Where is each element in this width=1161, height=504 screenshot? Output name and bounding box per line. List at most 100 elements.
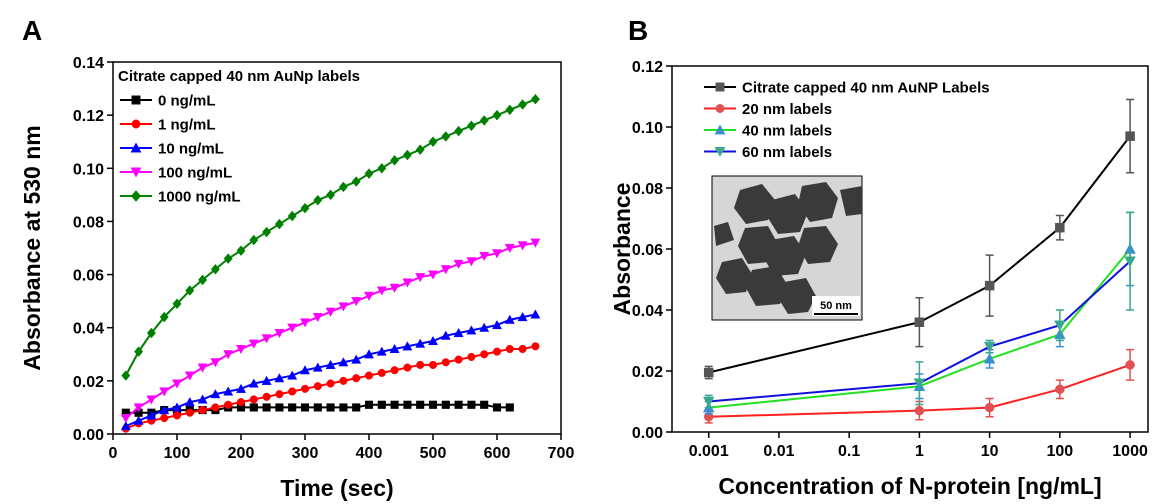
marker <box>211 403 220 412</box>
y-tick-label: 0.04 <box>73 321 104 338</box>
marker <box>210 358 221 368</box>
marker <box>479 322 490 332</box>
marker <box>492 403 502 412</box>
y-axis-title: Absorbance <box>609 183 635 316</box>
x-tick-label: 1 <box>915 443 924 460</box>
marker <box>223 253 233 264</box>
marker <box>364 400 374 409</box>
marker <box>702 396 715 408</box>
legend-marker <box>715 82 725 92</box>
marker <box>403 400 412 409</box>
marker <box>338 357 349 367</box>
marker <box>326 379 335 388</box>
marker <box>913 378 926 390</box>
marker <box>274 373 285 383</box>
y-tick-label: 0.02 <box>632 364 663 381</box>
y-tick-label: 0.06 <box>73 268 104 285</box>
marker <box>466 120 476 132</box>
marker <box>300 202 310 214</box>
marker <box>312 313 323 323</box>
marker <box>287 323 298 333</box>
x-tick-label: 500 <box>420 445 447 462</box>
marker <box>492 109 502 121</box>
legend-marker <box>714 124 726 135</box>
x-tick-label: 1000 <box>1112 443 1148 460</box>
marker <box>159 405 170 415</box>
marker <box>287 370 298 380</box>
y-tick-label: 0.12 <box>73 108 104 125</box>
marker <box>1125 360 1135 370</box>
marker <box>313 382 322 391</box>
legend-marker <box>130 167 142 178</box>
marker <box>428 335 438 346</box>
marker <box>261 375 272 385</box>
marker <box>364 371 374 380</box>
marker <box>480 400 489 409</box>
legend-marker <box>131 190 141 202</box>
marker <box>198 406 207 415</box>
marker <box>120 420 131 431</box>
marker <box>326 403 335 412</box>
y-tick-label: 0.00 <box>73 427 104 444</box>
marker <box>517 241 528 251</box>
legend-marker <box>130 142 142 153</box>
panel-label: B <box>628 15 648 46</box>
marker <box>172 298 182 310</box>
marker <box>300 384 310 393</box>
marker <box>248 339 259 349</box>
legend-label: 100 ng/mL <box>158 165 232 182</box>
legend-label: 40 nm labels <box>742 123 832 140</box>
x-tick-label: 100 <box>1046 443 1073 460</box>
marker <box>262 392 271 401</box>
marker <box>172 402 182 412</box>
marker <box>479 251 490 262</box>
marker <box>440 330 451 340</box>
x-axis-title: Time (sec) <box>280 475 393 501</box>
marker <box>351 297 362 307</box>
x-tick-label: 300 <box>292 445 319 462</box>
marker <box>313 194 323 206</box>
marker <box>530 309 541 319</box>
marker <box>236 344 246 355</box>
marker <box>983 352 996 364</box>
series <box>120 238 541 424</box>
marker <box>1125 131 1135 141</box>
marker <box>197 394 208 404</box>
marker <box>453 327 464 338</box>
marker <box>223 350 234 360</box>
marker <box>236 383 246 393</box>
y-tick-label: 0.10 <box>632 120 663 137</box>
marker <box>415 273 426 283</box>
y-tick-label: 0.08 <box>632 181 663 198</box>
legend-label: Citrate capped 40 nm AuNP Labels <box>742 80 990 97</box>
marker <box>402 341 413 351</box>
marker <box>505 344 514 354</box>
marker <box>914 405 925 416</box>
marker <box>121 370 131 381</box>
marker <box>467 400 476 409</box>
x-tick-label: 200 <box>228 445 255 462</box>
marker <box>248 378 259 388</box>
y-axis-title: Absorbance at 530 nm <box>19 125 45 370</box>
series <box>703 98 1135 380</box>
legend-title: Citrate capped 40 nm AuNp labels <box>118 68 360 85</box>
marker <box>504 314 515 324</box>
y-tick-label: 0.10 <box>73 161 104 178</box>
marker <box>172 411 182 420</box>
marker <box>120 414 131 424</box>
marker <box>160 414 169 423</box>
marker <box>249 234 259 246</box>
marker <box>518 99 528 110</box>
marker <box>185 285 195 296</box>
legend-marker <box>131 95 141 105</box>
marker <box>236 245 246 256</box>
x-tick-label: 0 <box>109 445 118 462</box>
marker <box>377 162 387 174</box>
marker <box>133 403 144 413</box>
marker <box>466 257 477 267</box>
marker <box>249 403 258 412</box>
marker <box>338 181 348 193</box>
marker <box>249 395 258 404</box>
marker <box>172 379 182 389</box>
marker <box>428 270 438 280</box>
